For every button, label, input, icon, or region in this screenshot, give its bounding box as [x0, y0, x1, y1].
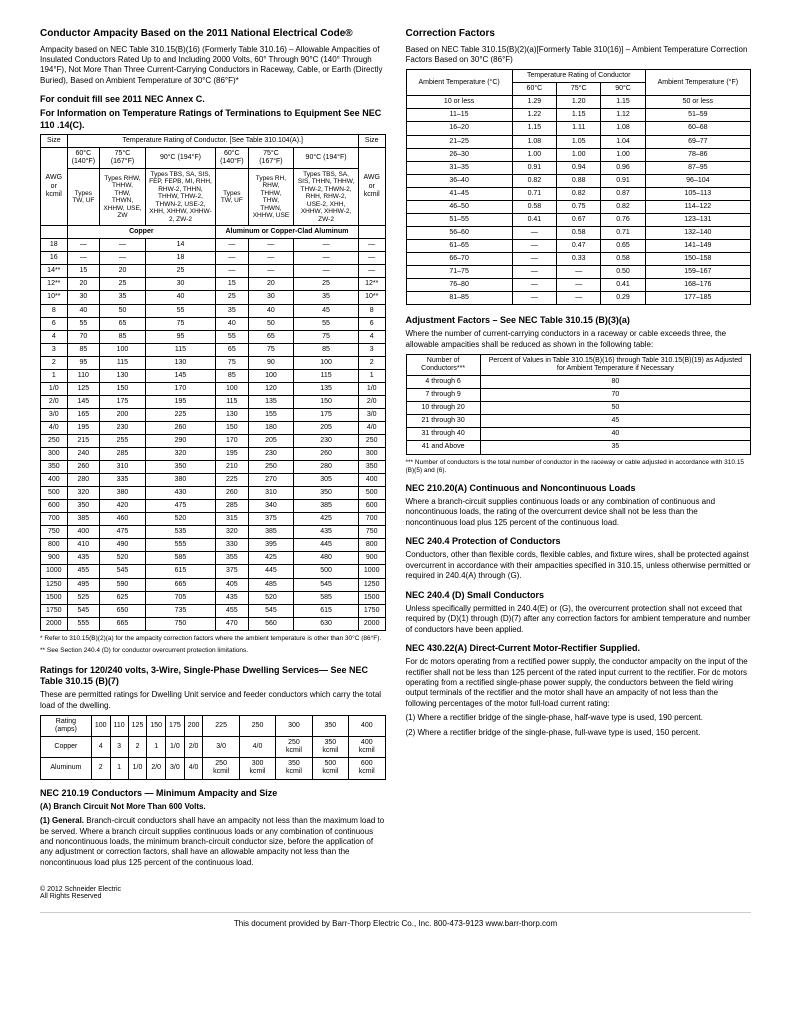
table-row: 31 through 4040: [406, 428, 751, 441]
table-row: 71–75——0.50159–167: [406, 265, 751, 278]
left-column: Conductor Ampacity Based on the 2011 Nat…: [40, 28, 386, 872]
table-row: 500320380430260310350500: [41, 487, 386, 500]
prot-title: NEC 240.4 Protection of Conductors: [406, 536, 752, 547]
table-row: 65565754050556: [41, 317, 386, 330]
table-row: 250215255290170205230250: [41, 434, 386, 447]
footer-copyright: © 2012 Schneider Electric All Rights Res…: [40, 886, 751, 900]
footer-bar: This document provided by Barr-Thorp Ele…: [40, 912, 751, 928]
amp-footnote-2: ** See Section 240.4 (D) for conductor o…: [40, 647, 386, 655]
table-row: 20005556657504705606302000: [41, 617, 386, 630]
table-row: 1/01251501701001201351/0: [41, 382, 386, 395]
table-row: 2/01451751951151351502/0: [41, 395, 386, 408]
min-amp-text: (1) General. Branch-circuit conductors s…: [40, 816, 386, 868]
right-column: Correction Factors Based on NEC Table 31…: [406, 28, 752, 872]
table-row: 36–400.820.880.9196–104: [406, 174, 751, 187]
ampacity-table: SizeTemperature Rating of Conductor. [Se…: [40, 134, 386, 631]
table-row: 4/01952302601501802054/0: [41, 421, 386, 434]
table-row: Copper43211/02/03/04/0250 kcmil350 kcmil…: [41, 737, 386, 758]
adj-title: Adjustment Factors – See NEC Table 310.1…: [406, 315, 752, 326]
dc-text-1: For dc motors operating from a rectified…: [406, 657, 752, 709]
termination-note: For Information on Temperature Ratings o…: [40, 108, 386, 131]
adj-footnote: *** Number of conductors is the total nu…: [406, 459, 752, 475]
small-text: Unless specifically permitted in 240.4(E…: [406, 604, 752, 635]
amp-footnote-1: * Refer to 310.15(B)(2)(a) for the ampac…: [40, 635, 386, 643]
table-row: Aluminum211/02/03/04/0250 kcmil300 kcmil…: [41, 758, 386, 779]
table-row: 16–201.151.111.0860–68: [406, 122, 751, 135]
table-row: 12504955906654054855451250: [41, 578, 386, 591]
table-row: 1110130145851001151: [41, 369, 386, 382]
table-row: 84050553540458: [41, 304, 386, 317]
table-row: 61–65—0.470.65141–149: [406, 239, 751, 252]
table-row: 56–60—0.580.71132–140: [406, 226, 751, 239]
loads-text: Where a branch-circuit supplies continuo…: [406, 497, 752, 528]
min-amp-title: NEC 210.19 Conductors — Minimum Ampacity…: [40, 788, 386, 799]
ratings-table: Rating (amps)100110125150175200225250300…: [40, 715, 386, 779]
conduit-fill-note: For conduit fill see 2011 NEC Annex C.: [40, 94, 386, 105]
table-row: 11–151.221.151.1251–59: [406, 109, 751, 122]
cf-text: Based on NEC Table 310.15(B)(2)(a)[Forme…: [406, 45, 752, 66]
table-row: 700385460520315375425700: [41, 513, 386, 526]
table-row: 21–251.081.051.0469–77: [406, 135, 751, 148]
table-row: 10**30354025303510**: [41, 291, 386, 304]
table-row: 4 through 680: [406, 376, 751, 389]
table-row: 81–85——0.29177–185: [406, 292, 751, 305]
table-row: 800410490555330395445800: [41, 539, 386, 552]
dc-text-3: (2) Where a rectifier bridge of the sing…: [406, 728, 752, 738]
table-row: 3851001156575853: [41, 343, 386, 356]
adj-text: Where the number of current-carrying con…: [406, 329, 752, 350]
table-row: 26–301.001.001.0078–86: [406, 148, 751, 161]
table-row: 7 through 970: [406, 389, 751, 402]
table-row: 300240285320195230260300: [41, 448, 386, 461]
prot-text: Conductors, other than flexible cords, f…: [406, 550, 752, 581]
ampacity-intro: Ampacity based on NEC Table 310.15(B)(16…: [40, 45, 386, 87]
cf-table: Ambient Temperature (°C)Temperature Rati…: [406, 69, 752, 305]
dc-text-2: (1) Where a rectifier bridge of the sing…: [406, 713, 752, 723]
table-row: 3/01652002251301551753/0: [41, 408, 386, 421]
table-row: 41–450.710.820.87105–113: [406, 187, 751, 200]
table-row: 12**20253015202512**: [41, 278, 386, 291]
table-row: 10 or less1.291.201.1550 or less: [406, 96, 751, 109]
table-row: 66–70—0.330.58150–158: [406, 252, 751, 265]
table-row: 600350420475285340385600: [41, 500, 386, 513]
table-row: 900435520585355425480900: [41, 552, 386, 565]
table-row: 76–80——0.41168–176: [406, 279, 751, 292]
dc-title: NEC 430.22(A) Direct-Current Motor-Recti…: [406, 643, 752, 654]
table-row: 16——18————: [41, 252, 386, 265]
small-title: NEC 240.4 (D) Small Conductors: [406, 590, 752, 601]
loads-title: NEC 210.20(A) Continuous and Noncontinuo…: [406, 483, 752, 494]
ampacity-title: Conductor Ampacity Based on the 2011 Nat…: [40, 28, 386, 41]
table-row: 10 through 2050: [406, 402, 751, 415]
cf-title: Correction Factors: [406, 28, 752, 41]
table-row: 31–350.910.940.9687–95: [406, 161, 751, 174]
table-row: 46–500.580.750.82114–122: [406, 200, 751, 213]
table-row: 29511513075901002: [41, 356, 386, 369]
ratings-title: Ratings for 120/240 volts, 3-Wire, Singl…: [40, 665, 386, 688]
table-row: 41 and Above35: [406, 441, 751, 454]
adj-table: Number of Conductors***Percent of Values…: [406, 354, 752, 454]
ratings-text: These are permitted ratings for Dwelling…: [40, 690, 386, 711]
table-row: 400280335380225270305400: [41, 474, 386, 487]
table-row: 14**152025————: [41, 265, 386, 278]
table-row: 51–550.410.670.76123–131: [406, 213, 751, 226]
table-row: 350260310350210250280350: [41, 461, 386, 474]
table-row: 21 through 3045: [406, 415, 751, 428]
table-row: 17505456507354555456151750: [41, 604, 386, 617]
table-row: 47085955565754: [41, 330, 386, 343]
min-amp-a: (A) Branch Circuit Not More Than 600 Vol…: [40, 802, 386, 812]
table-row: 15005256257054355205851500: [41, 591, 386, 604]
table-row: 750400475535320385435750: [41, 526, 386, 539]
table-row: 18——14————: [41, 239, 386, 252]
table-row: 10004555456153754455001000: [41, 565, 386, 578]
